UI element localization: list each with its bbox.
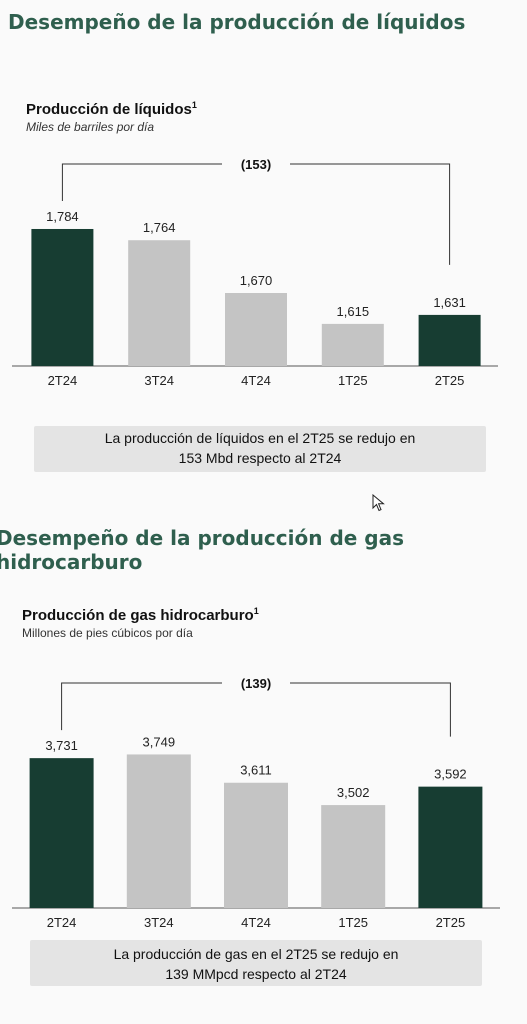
bar-2T24 [31, 228, 94, 366]
difference-annotation: (139) [241, 676, 271, 691]
gas-bar-chart: 3,731 2T24 3,749 3T24 3,611 4T24 3,502 1T25 3,59… [12, 676, 500, 930]
category-label-2T24: 2T24 [47, 915, 77, 930]
chart-heading-liquids: Producción de líquidos1 Miles de barrile… [26, 100, 197, 134]
value-label-2T25: 1,631 [433, 295, 466, 310]
category-label-4T24: 4T24 [241, 915, 271, 930]
bar-2T25 [418, 314, 481, 366]
category-label-1T25: 1T25 [338, 915, 368, 930]
mouse-cursor-icon [372, 494, 385, 512]
category-label-3T24: 3T24 [144, 373, 174, 388]
value-label-1T25: 1,615 [337, 304, 370, 319]
liquids-summary-note: La producción de líquidos en el 2T25 se … [34, 426, 486, 472]
value-label-3T24: 1,764 [143, 220, 176, 235]
footnote-marker: 1 [253, 606, 259, 616]
difference-bracket [61, 163, 451, 265]
bar-2T25 [418, 786, 483, 908]
liquids-bar-chart: 1,784 2T24 1,764 3T24 1,670 4T24 1,615 1T25 1,63… [12, 157, 498, 388]
value-label-2T24: 3,731 [45, 738, 78, 753]
chart-subtitle-gas: Millones de pies cúbicos por día [22, 626, 193, 640]
chart-title-text: Producción de líquidos [26, 101, 192, 118]
footnote-marker: 1 [191, 100, 197, 110]
value-label-4T24: 3,611 [240, 763, 272, 778]
category-label-4T24: 4T24 [241, 373, 271, 388]
bar-3T24 [128, 240, 191, 366]
category-label-2T25: 2T25 [436, 915, 466, 930]
note-line-2: 153 Mbd respecto al 2T24 [178, 450, 342, 466]
bar-4T24 [224, 782, 288, 908]
value-label-2T24: 1,784 [46, 209, 79, 224]
chart-title-gas: Producción de gas hidrocarburo1 [22, 606, 259, 624]
category-label-3T24: 3T24 [144, 915, 174, 930]
difference-annotation: (153) [241, 157, 271, 172]
chart-heading-gas: Producción de gas hidrocarburo1 Millones… [22, 606, 259, 640]
gas-summary-note: La producción de gas en el 2T25 se reduj… [30, 940, 482, 986]
chart-title-text: Producción de gas hidrocarburo [22, 607, 254, 624]
bar-1T25 [321, 805, 386, 908]
note-line-2: 139 MMpcd respecto al 2T24 [165, 966, 347, 982]
bar-3T24 [126, 754, 191, 908]
category-label-2T24: 2T24 [48, 373, 78, 388]
section-title-gas-line2: hidrocarburo [0, 550, 143, 574]
value-label-3T24: 3,749 [143, 734, 176, 749]
section-title-liquids: Desempeño de la producción de líquidos [8, 10, 466, 34]
section-title-gas: Desempeño de la producción de gas hidroc… [0, 526, 404, 574]
difference-bracket [61, 682, 451, 737]
chart-subtitle-liquids: Miles de barriles por día [26, 120, 155, 134]
category-label-2T25: 2T25 [435, 373, 465, 388]
category-label-1T25: 1T25 [338, 373, 368, 388]
note-line-1: La producción de gas en el 2T25 se reduj… [113, 946, 399, 962]
section-title-gas-line1: Desempeño de la producción de gas [0, 526, 404, 550]
chart-title-liquids: Producción de líquidos1 [26, 100, 197, 118]
bar-4T24 [225, 293, 287, 366]
note-line-1: La producción de líquidos en el 2T25 se … [104, 430, 416, 446]
value-label-2T25: 3,592 [434, 767, 467, 782]
value-label-4T24: 1,670 [240, 273, 273, 288]
value-label-1T25: 3,502 [337, 785, 370, 800]
bar-2T24 [29, 758, 94, 908]
bar-1T25 [321, 323, 384, 366]
